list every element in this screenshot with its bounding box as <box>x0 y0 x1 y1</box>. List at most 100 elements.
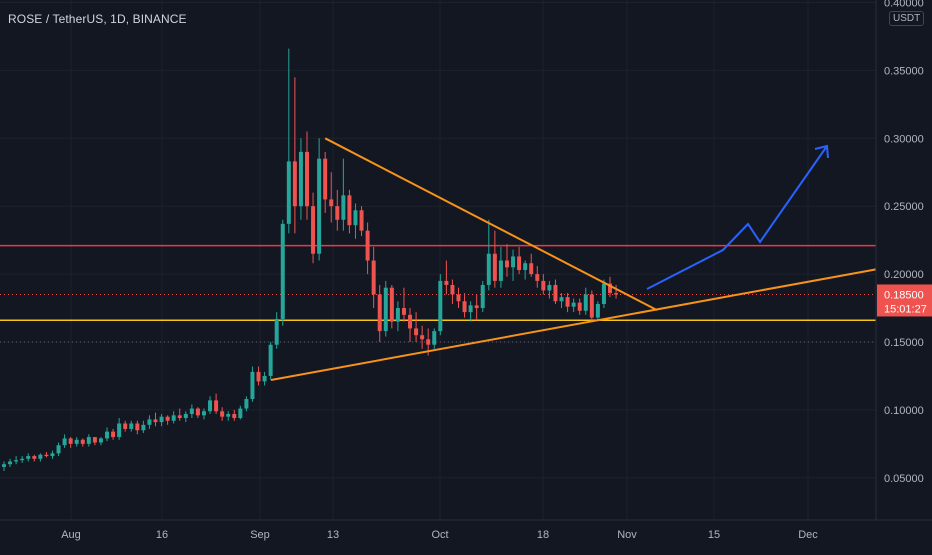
candle <box>189 404 194 419</box>
price-labels: 0.18500 15:01:27 <box>877 284 932 317</box>
candle-body <box>38 454 43 459</box>
candle <box>432 328 437 349</box>
candle <box>601 279 606 309</box>
candle-body <box>86 437 91 444</box>
candle <box>305 131 309 220</box>
candle <box>20 456 25 463</box>
candle <box>105 427 110 442</box>
candle <box>92 437 97 446</box>
candle <box>274 312 279 349</box>
candle-body <box>153 419 158 423</box>
candle <box>50 450 55 459</box>
ascending-trendline <box>270 268 877 382</box>
candle <box>183 411 188 423</box>
candle-body <box>305 151 309 207</box>
candle-body <box>165 416 170 421</box>
candle <box>117 418 122 440</box>
price-tick-label: 0.05000 <box>884 473 924 485</box>
candle-body <box>262 375 267 382</box>
candle-body <box>335 206 340 220</box>
candle <box>195 407 200 419</box>
candle-body <box>20 458 25 461</box>
candle <box>98 437 103 446</box>
price-tick-label: 0.35000 <box>884 65 924 77</box>
candle-body <box>177 415 182 419</box>
candle <box>444 260 449 295</box>
candle <box>571 298 576 313</box>
candle <box>171 411 176 424</box>
candle-body <box>135 423 140 431</box>
candle <box>517 246 522 275</box>
candle-body <box>268 344 273 376</box>
symbol-title[interactable]: ROSE / TetherUS, 1D, BINANCE <box>8 12 187 26</box>
bar-countdown: 15:01:27 <box>884 303 927 315</box>
candle <box>14 456 19 465</box>
candle <box>547 280 552 299</box>
candle-body <box>395 308 400 322</box>
candle <box>401 287 406 322</box>
projection-path <box>646 145 828 290</box>
candle <box>535 265 540 288</box>
candle <box>68 437 73 448</box>
candle <box>341 158 346 231</box>
candle-body <box>511 256 516 268</box>
grid <box>0 0 876 520</box>
candle <box>311 192 316 264</box>
candle-body <box>444 280 449 285</box>
candle-body <box>56 445 61 454</box>
candle-body <box>159 416 164 423</box>
level-lines <box>0 244 876 343</box>
candle-body <box>371 260 376 295</box>
candle-body <box>232 413 237 419</box>
candle-body <box>105 431 110 439</box>
candle <box>298 138 303 220</box>
candle <box>353 203 358 239</box>
time-axis[interactable]: Aug 16 Sep 13 Oct 18 Nov 15 Dec <box>61 529 818 541</box>
candle-body <box>68 438 73 444</box>
candle <box>462 293 467 318</box>
candle <box>86 434 91 447</box>
price-tick-label: 0.20000 <box>884 269 924 281</box>
candle-body <box>274 318 279 345</box>
price-tick-label: 0.40000 <box>884 0 924 10</box>
candle <box>486 219 491 291</box>
candle-body <box>456 294 461 302</box>
candle <box>395 301 400 332</box>
candle <box>559 293 564 309</box>
candle-body <box>129 423 134 429</box>
drawings[interactable] <box>270 137 877 382</box>
currency-badge[interactable]: USDT <box>889 11 925 26</box>
last-price-value: 0.18500 <box>884 289 924 301</box>
candle-body <box>171 415 176 421</box>
candle-body <box>189 408 194 414</box>
price-axis[interactable]: 0.40000 0.35000 0.30000 0.25000 0.20000 0.150… <box>884 0 924 485</box>
candle <box>2 461 6 472</box>
candle-body <box>298 151 303 207</box>
candle <box>456 287 461 309</box>
candle <box>480 280 485 313</box>
candle <box>129 420 134 432</box>
candle-body <box>365 230 370 261</box>
candle <box>583 287 588 315</box>
candle <box>44 451 49 458</box>
candle <box>523 260 528 280</box>
candle <box>577 298 582 315</box>
candle-body <box>238 408 243 419</box>
candle <box>268 342 273 381</box>
candle <box>329 172 334 223</box>
candle-body <box>329 199 334 207</box>
candle-body <box>359 210 364 231</box>
price-tick-label: 0.30000 <box>884 133 924 145</box>
candle <box>226 411 231 421</box>
candle-body <box>565 297 570 307</box>
candle <box>147 415 152 429</box>
candle-body <box>438 280 443 332</box>
candle <box>595 301 600 321</box>
candle <box>201 408 206 420</box>
candle-body <box>32 456 37 459</box>
candle-body <box>214 400 219 412</box>
candle <box>214 393 219 414</box>
candle <box>347 189 352 234</box>
